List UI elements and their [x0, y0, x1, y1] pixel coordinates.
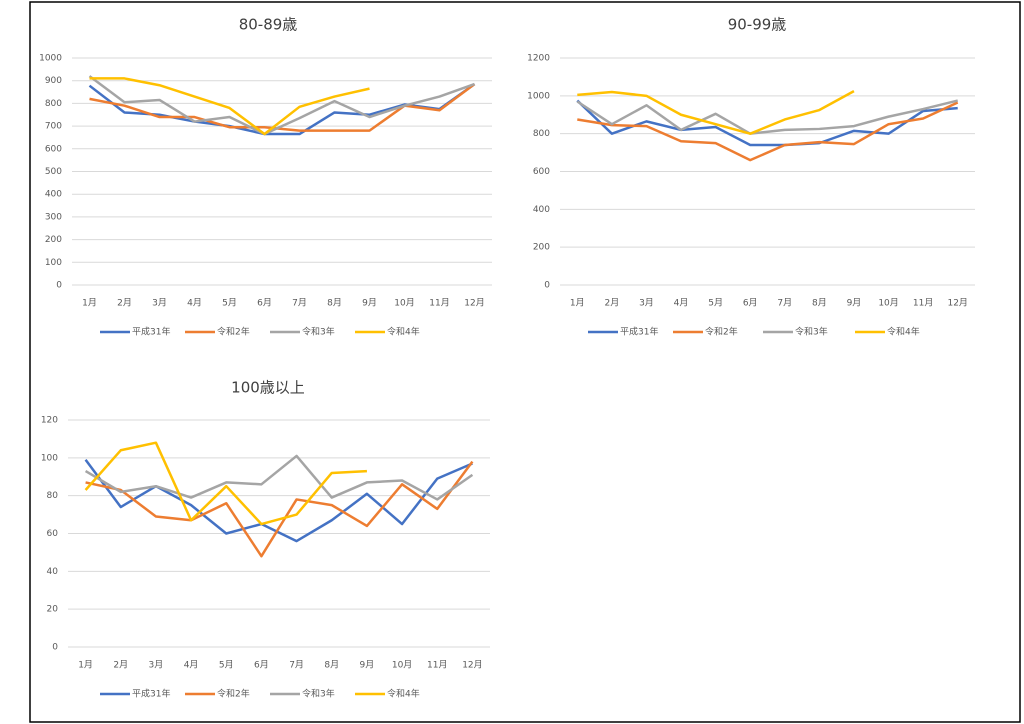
legend-label: 令和3年 — [795, 326, 828, 338]
x-tick-label: 4月 — [674, 298, 689, 309]
x-tick-label: 8月 — [812, 298, 827, 309]
legend-label: 令和3年 — [302, 326, 335, 338]
legend-label: 平成31年 — [620, 326, 658, 338]
x-tick-label: 12月 — [947, 298, 967, 309]
legend-label: 令和2年 — [217, 688, 250, 700]
x-tick-label: 1月 — [82, 298, 97, 309]
x-tick-label: 2月 — [117, 298, 132, 309]
y-tick-label: 800 — [45, 99, 62, 109]
x-tick-label: 9月 — [362, 298, 377, 309]
legend-label: 平成31年 — [132, 688, 170, 700]
legend-label: 令和4年 — [387, 326, 420, 338]
x-tick-label: 12月 — [464, 298, 484, 309]
x-tick-label: 2月 — [605, 298, 620, 309]
x-tick-label: 6月 — [257, 298, 272, 309]
y-tick-label: 0 — [544, 281, 550, 291]
series-line — [84, 454, 474, 501]
y-tick-label: 120 — [41, 416, 58, 426]
series-line — [89, 77, 370, 136]
y-tick-label: 400 — [533, 205, 550, 215]
series-line — [576, 99, 958, 147]
x-tick-label: 6月 — [743, 298, 758, 309]
x-tick-label: 7月 — [292, 298, 307, 309]
y-tick-label: 60 — [47, 529, 59, 539]
y-tick-label: 100 — [45, 258, 62, 268]
x-tick-label: 3月 — [152, 298, 167, 309]
legend-label: 令和4年 — [387, 688, 420, 700]
y-tick-label: 0 — [52, 643, 58, 653]
series-line — [84, 441, 367, 526]
y-tick-label: 700 — [45, 122, 62, 132]
x-tick-label: 8月 — [324, 660, 339, 671]
chart-title: 100歳以上 — [231, 379, 305, 397]
chart-title: 90-99歳 — [728, 16, 787, 34]
x-tick-label: 7月 — [777, 298, 792, 309]
x-tick-label: 12月 — [462, 660, 482, 671]
x-tick-label: 11月 — [429, 298, 449, 309]
x-tick-label: 11月 — [913, 298, 933, 309]
x-tick-label: 8月 — [327, 298, 342, 309]
x-tick-label: 1月 — [570, 298, 585, 309]
y-tick-label: 20 — [47, 605, 59, 615]
y-tick-label: 1200 — [527, 54, 550, 64]
x-tick-label: 2月 — [113, 660, 128, 671]
chart-title: 80-89歳 — [239, 16, 298, 34]
y-tick-label: 80 — [47, 491, 59, 501]
legend-label: 令和4年 — [887, 326, 920, 338]
series-line — [85, 460, 474, 558]
x-tick-label: 4月 — [187, 298, 202, 309]
y-tick-label: 600 — [533, 167, 550, 177]
legend-label: 令和2年 — [705, 326, 738, 338]
y-tick-label: 900 — [45, 76, 62, 86]
series-line — [84, 458, 473, 543]
frame — [29, 1, 1021, 723]
x-tick-label: 3月 — [149, 660, 164, 671]
y-tick-label: 300 — [45, 212, 62, 222]
y-tick-label: 200 — [533, 243, 550, 253]
x-tick-label: 10月 — [878, 298, 898, 309]
legend-label: 平成31年 — [132, 326, 170, 338]
x-tick-label: 5月 — [219, 660, 234, 671]
y-tick-label: 400 — [45, 190, 62, 200]
x-tick-label: 4月 — [184, 660, 199, 671]
y-tick-label: 1000 — [527, 91, 550, 101]
series-line — [89, 83, 476, 132]
x-tick-label: 6月 — [254, 660, 269, 671]
y-tick-label: 1000 — [39, 54, 62, 64]
x-tick-label: 9月 — [360, 660, 375, 671]
y-tick-label: 40 — [47, 567, 59, 577]
x-tick-label: 3月 — [639, 298, 654, 309]
x-tick-label: 5月 — [222, 298, 237, 309]
y-tick-label: 200 — [45, 235, 62, 245]
series-line — [576, 99, 959, 135]
series-line — [88, 75, 475, 136]
y-tick-label: 600 — [45, 144, 62, 154]
series-line — [577, 101, 959, 162]
x-tick-label: 10月 — [394, 298, 414, 309]
legend-label: 令和3年 — [302, 688, 335, 700]
y-tick-label: 500 — [45, 167, 62, 177]
series-line — [577, 90, 855, 135]
y-tick-label: 0 — [56, 281, 62, 291]
x-tick-label: 5月 — [708, 298, 723, 309]
x-tick-label: 1月 — [78, 660, 93, 671]
x-tick-label: 11月 — [427, 660, 447, 671]
legend-label: 令和2年 — [217, 326, 250, 338]
x-tick-label: 10月 — [392, 660, 412, 671]
x-tick-label: 7月 — [289, 660, 304, 671]
y-tick-label: 800 — [533, 129, 550, 139]
y-tick-label: 100 — [41, 453, 58, 463]
x-tick-label: 9月 — [847, 298, 862, 309]
